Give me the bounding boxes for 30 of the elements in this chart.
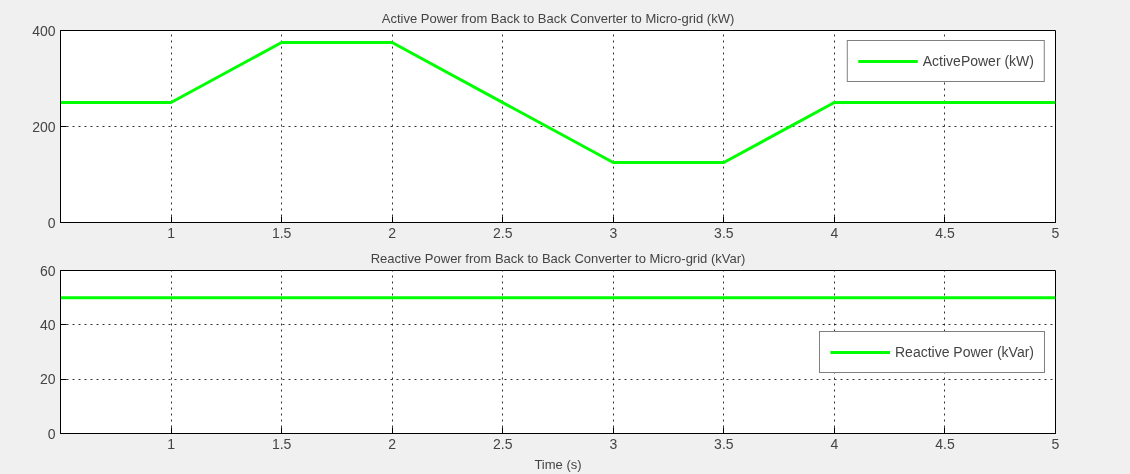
x-tick-label: 3 <box>609 435 618 452</box>
y-tick-label: 20 <box>39 371 56 388</box>
x-tick-label: 1.5 <box>271 224 292 241</box>
y-tick-label: 60 <box>39 262 56 279</box>
x-tick-label: 5 <box>1051 435 1060 452</box>
legend-label: ActivePower (kW) <box>922 53 1034 69</box>
x-tick-label: 4.5 <box>935 224 955 241</box>
x-tick-label: 5 <box>1051 224 1060 241</box>
x-tick-label: 2 <box>388 435 397 452</box>
x-tick-label: 2.5 <box>492 224 513 241</box>
x-tick-label: 3 <box>609 224 618 241</box>
y-tick-label: 200 <box>32 118 56 135</box>
x-tick-label: 4 <box>830 224 839 241</box>
y-tick-label: 40 <box>39 316 56 333</box>
x-tick-label: 4.5 <box>935 435 955 452</box>
x-tick-label: 3.5 <box>714 224 734 241</box>
chart-title: Reactive Power from Back to Back Converter to Micro-grid (kVar) <box>370 250 746 266</box>
y-tick-label: 0 <box>47 425 56 442</box>
x-tick-label: 4 <box>830 435 839 452</box>
y-tick-label: 0 <box>47 214 56 231</box>
legend-label: Reactive Power (kVar) <box>894 343 1034 360</box>
x-tick-label: 1 <box>167 224 176 241</box>
chart-title: Active Power from Back to Back Converter to Micro-grid (kW) <box>381 10 735 26</box>
x-tick-label: 2.5 <box>492 435 513 452</box>
x-tick-label: 1 <box>167 435 176 452</box>
x-axis-title: Time (s) <box>534 456 582 472</box>
x-tick-label: 2 <box>388 224 397 241</box>
x-tick-label: 1.5 <box>271 435 292 452</box>
x-tick-label: 3.5 <box>714 435 734 452</box>
y-tick-label: 400 <box>32 22 56 39</box>
